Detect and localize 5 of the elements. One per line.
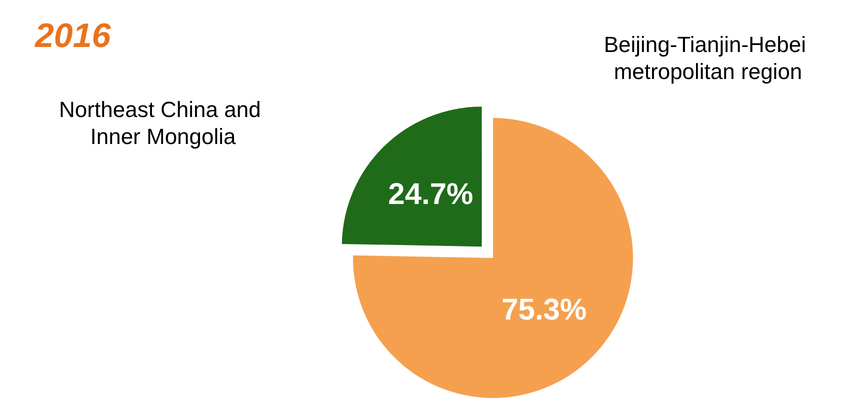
data-label: 24.7% (388, 178, 474, 211)
slice-label: Northeast China and Inner Mongolia (59, 97, 267, 149)
data-label: 75.3% (502, 294, 587, 327)
slice-label: Beijing-Tianjin-Hebei metropolitan region (604, 32, 812, 84)
chart-title: 2016 (34, 17, 112, 55)
